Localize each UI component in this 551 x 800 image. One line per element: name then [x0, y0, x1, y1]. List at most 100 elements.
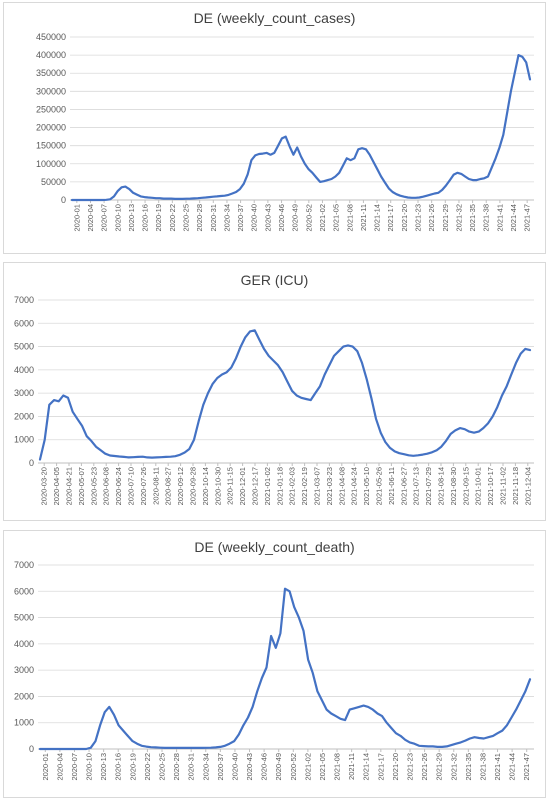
y-tick-label: 100000 — [36, 159, 66, 169]
y-tick-label: 350000 — [36, 68, 66, 78]
x-tick-label: 2020-01 — [72, 204, 81, 232]
chart-title: DE (weekly_count_cases) — [194, 10, 356, 26]
chart-title: GER (ICU) — [241, 272, 309, 288]
y-tick-label: 2000 — [14, 411, 34, 421]
x-tick-label: 2021-23 — [406, 753, 415, 781]
y-tick-label: 4000 — [14, 365, 34, 375]
y-tick-label: 250000 — [36, 104, 66, 114]
x-tick-label: 2021-47 — [523, 204, 532, 232]
x-tick-label: 2020-49 — [291, 204, 300, 232]
x-tick-label: 2020-16 — [141, 204, 150, 232]
x-tick-label: 2020-25 — [158, 753, 167, 781]
x-tick-label: 2021-01-18 — [275, 467, 284, 505]
x-tick-label: 2021-26 — [420, 753, 429, 781]
x-tick-label: 2020-10-30 — [213, 467, 222, 505]
x-tick-label: 2020-04 — [86, 204, 95, 232]
y-tick-label: 450000 — [36, 32, 66, 42]
x-tick-label: 2021-14 — [373, 204, 382, 232]
x-tick-label: 2020-08-11 — [151, 467, 160, 505]
y-tick-label: 0 — [29, 744, 34, 754]
x-tick-label: 2021-11 — [347, 753, 356, 780]
x-tick-label: 2021-12-04 — [523, 467, 532, 505]
cases-chart-panel: DE (weekly_count_cases) 0 50000 100000 15000… — [3, 2, 546, 254]
x-tick-label: 2020-46 — [260, 753, 269, 781]
x-tick-label: 2021-06-27 — [399, 467, 408, 505]
x-tick-label: 2020-06-08 — [102, 467, 111, 505]
death-chart: DE (weekly_count_death) 0 1000 2000 3000 4000… — [14, 539, 534, 781]
x-tick-label: 2021-08 — [345, 204, 354, 232]
x-tick-label: 2020-07 — [70, 753, 79, 781]
x-tick-label: 2021-41 — [493, 753, 502, 781]
x-tick-label: 2021-02-03 — [288, 467, 297, 505]
x-tick-label: 2021-44 — [508, 753, 517, 781]
x-tick-label: 2021-38 — [482, 204, 491, 232]
x-tick-label: 2020-52 — [304, 204, 313, 232]
chart-title: DE (weekly_count_death) — [194, 539, 354, 555]
x-tick-label: 2021-23 — [414, 204, 423, 232]
y-tick-label: 0 — [29, 458, 34, 468]
x-tick-label: 2020-40 — [250, 204, 259, 232]
x-tick-label: 2021-03-07 — [313, 467, 322, 505]
icu-chart-panel: GER (ICU) 0 1000 2000 3000 4000 5000 6000 7000 20… — [3, 262, 546, 521]
y-tick-label: 3000 — [14, 388, 34, 398]
icu-chart: GER (ICU) 0 1000 2000 3000 4000 5000 6000 7000 20… — [14, 272, 534, 505]
x-tick-label: 2021-06-11 — [387, 467, 396, 505]
y-tick-label: 300000 — [36, 86, 66, 96]
x-tick-label: 2020-04-21 — [65, 467, 74, 505]
x-tick-label: 2020-13 — [127, 204, 136, 232]
x-tick-label: 2020-31 — [209, 204, 218, 232]
x-tick-label: 2020-04-05 — [52, 467, 61, 505]
x-tick-label: 2021-01-02 — [263, 467, 272, 505]
x-tick-label: 2020-05-23 — [89, 467, 98, 505]
x-tick-label: 2020-03-20 — [40, 467, 49, 505]
x-tick-label: 2020-10-14 — [201, 467, 210, 505]
x-tick-label: 2021-35 — [468, 204, 477, 232]
y-tick-label: 4000 — [14, 639, 34, 649]
y-tick-label: 200000 — [36, 123, 66, 133]
y-tick-label: 400000 — [36, 50, 66, 60]
x-tick-label: 2020-09-12 — [176, 467, 185, 505]
x-tick-label: 2021-08-30 — [449, 467, 458, 505]
x-tick-label: 2020-12-01 — [238, 467, 247, 505]
x-tick-label: 2020-06-24 — [114, 467, 123, 505]
x-tick-label: 2020-19 — [154, 204, 163, 232]
y-tick-label: 2000 — [14, 691, 34, 701]
x-tick-label: 2020-40 — [230, 753, 239, 781]
x-tick-label: 2021-29 — [441, 204, 450, 232]
x-tick-label: 2020-05-07 — [77, 467, 86, 505]
x-tick-label: 2021-07-29 — [424, 467, 433, 505]
x-tick-label: 2021-02-19 — [300, 467, 309, 505]
x-tick-label: 2020-22 — [143, 753, 152, 781]
x-tick-label: 2021-11-02 — [499, 467, 508, 505]
x-tick-label: 2020-16 — [114, 753, 123, 781]
y-tick-label: 0 — [61, 195, 66, 205]
x-tick-label: 2021-35 — [464, 753, 473, 781]
x-tick-label: 2020-07-10 — [127, 467, 136, 505]
y-tick-label: 50000 — [41, 177, 66, 187]
death-chart-panel: DE (weekly_count_death) 0 1000 2000 3000 4000… — [3, 530, 546, 798]
x-tick-label: 2020-13 — [99, 753, 108, 781]
x-tick-label: 2021-17 — [376, 753, 385, 781]
x-tick-label: 2020-19 — [128, 753, 137, 781]
y-tick-label: 6000 — [14, 318, 34, 328]
x-tick-label: 2021-04-24 — [350, 467, 359, 505]
x-tick-label: 2021-32 — [454, 204, 463, 232]
x-tick-label: 2021-20 — [400, 204, 409, 232]
x-tick-label: 2020-07-26 — [139, 467, 148, 505]
x-tick-label: 2021-29 — [435, 753, 444, 781]
y-tick-label: 7000 — [14, 295, 34, 305]
y-tick-label: 1000 — [14, 718, 34, 728]
x-tick-label: 2021-03-23 — [325, 467, 334, 505]
x-tick-label: 2021-26 — [427, 204, 436, 232]
death-series-line — [38, 587, 532, 751]
x-tick-label: 2020-31 — [187, 753, 196, 781]
y-tick-label: 7000 — [14, 560, 34, 570]
x-tick-label: 2020-10 — [113, 204, 122, 232]
x-tick-label: 2020-09-28 — [189, 467, 198, 505]
x-tick-label: 2021-05 — [318, 753, 327, 781]
x-tick-label: 2021-05-26 — [375, 467, 384, 505]
x-tick-label: 2021-11-18 — [511, 467, 520, 505]
x-tick-label: 2021-02 — [318, 204, 327, 232]
x-tick-label: 2020-28 — [172, 753, 181, 781]
x-tick-label: 2020-37 — [216, 753, 225, 781]
